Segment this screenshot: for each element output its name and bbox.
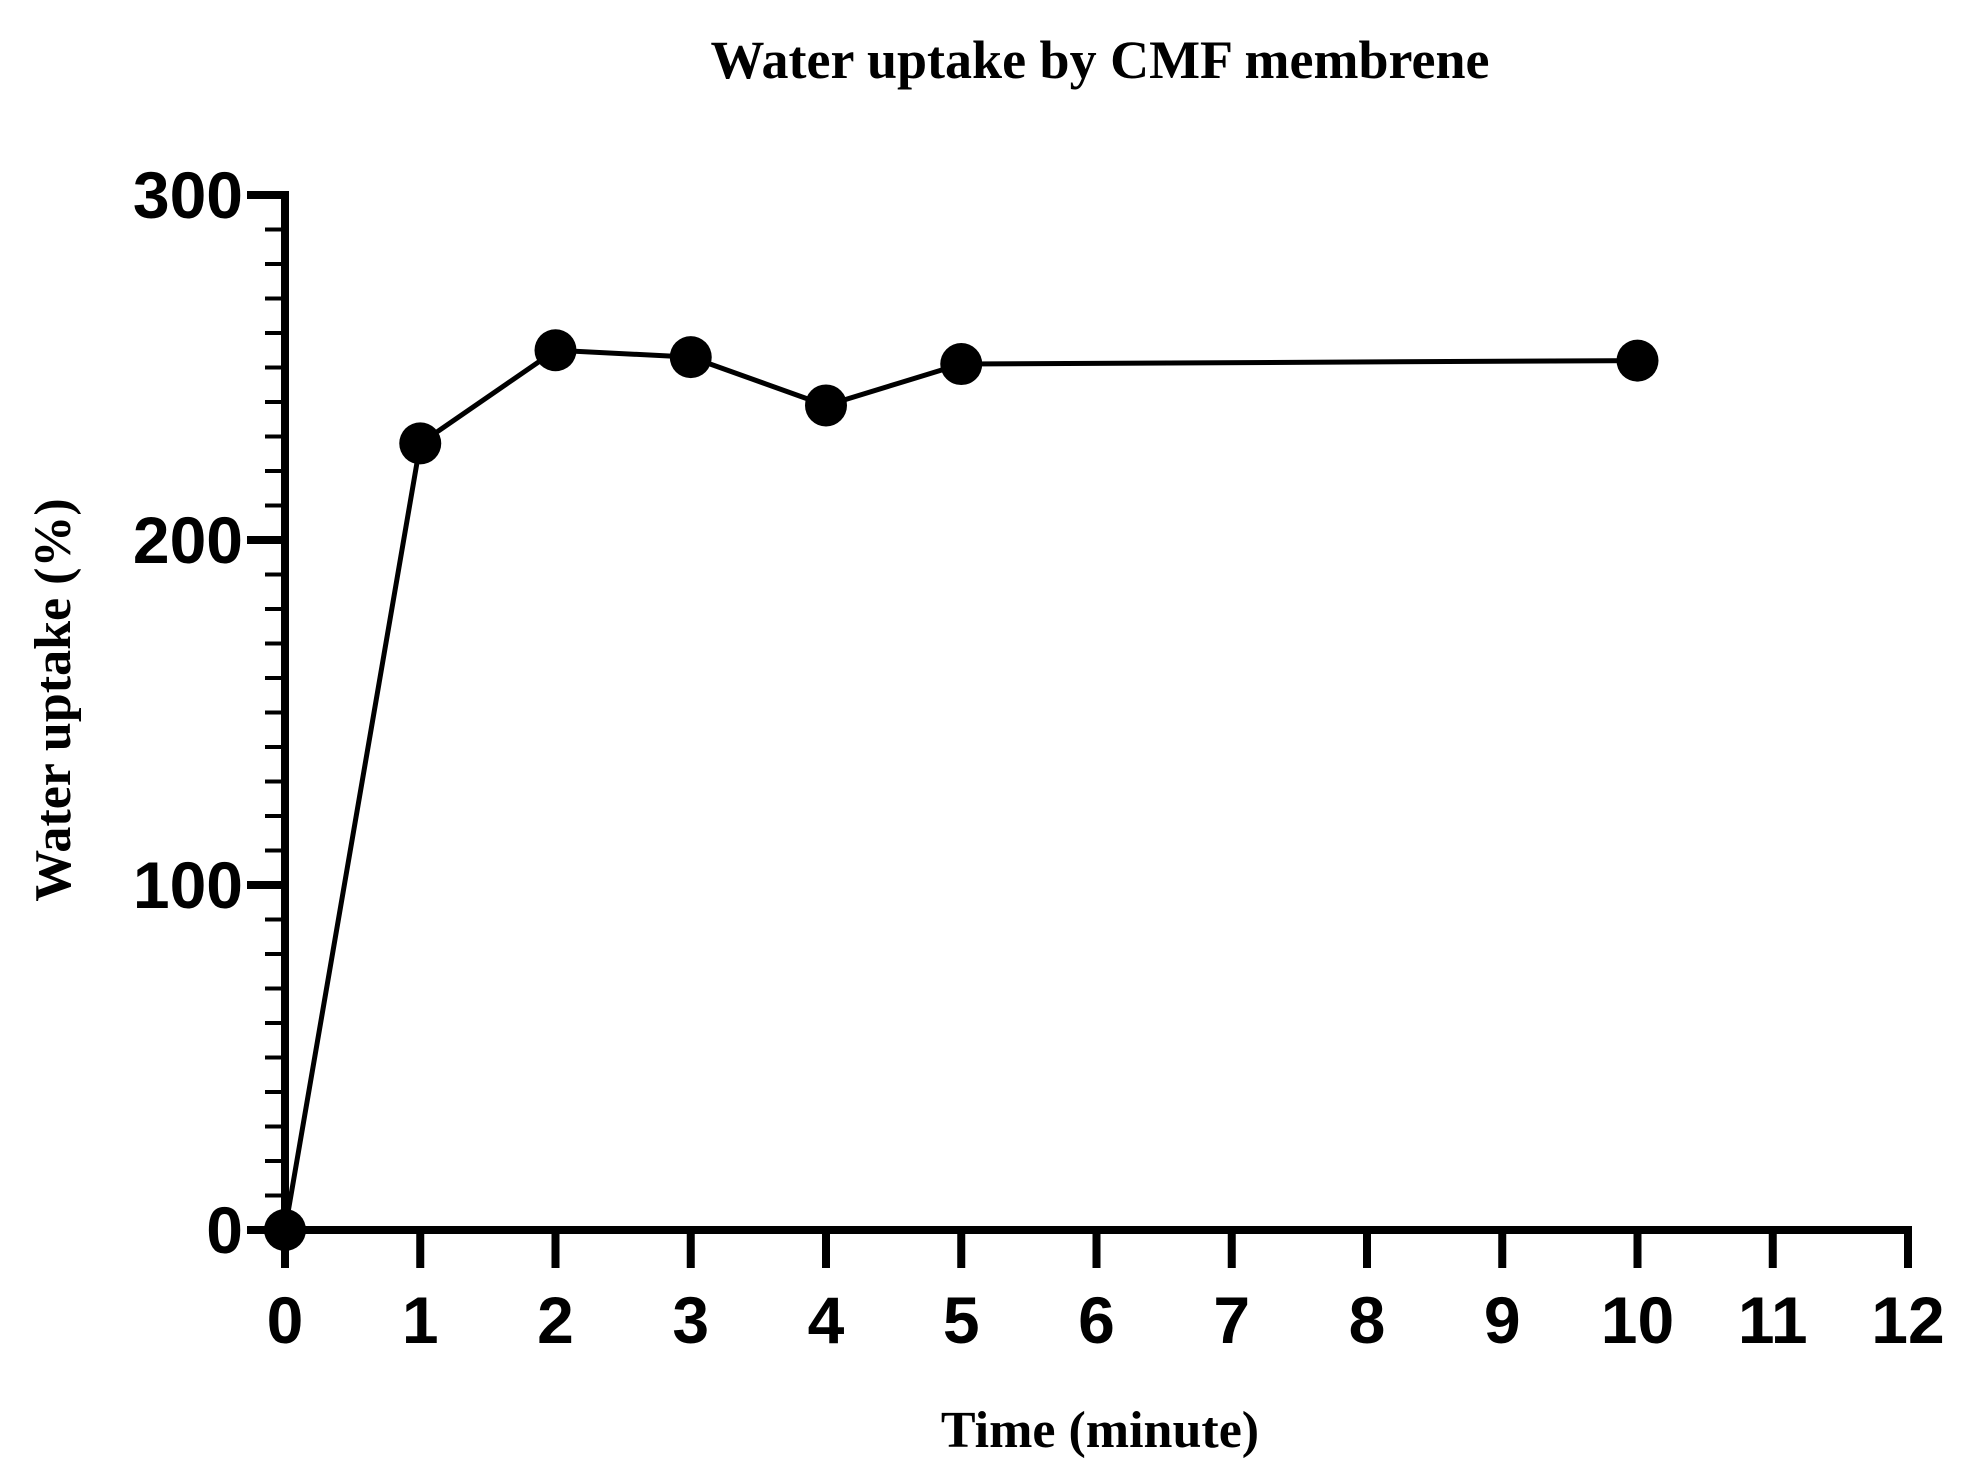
x-tick-label: 12 [1871, 1283, 1944, 1357]
y-tick-label: 0 [206, 1193, 243, 1267]
x-tick-label: 11 [1738, 1283, 1808, 1357]
y-tick-label: 200 [133, 503, 243, 577]
series-layer [264, 329, 1659, 1251]
data-point [1616, 339, 1659, 382]
y-tick-label: 300 [133, 158, 243, 232]
chart-title: Water uptake by CMF membrene [711, 30, 1490, 90]
x-tick-label: 8 [1349, 1283, 1386, 1357]
x-tick-label: 3 [672, 1283, 709, 1357]
data-point [399, 422, 442, 465]
x-tick-label: 1 [402, 1283, 439, 1357]
data-point [805, 384, 847, 427]
series-line [282, 347, 1638, 1231]
x-axis-title: Time (minute) [941, 1402, 1259, 1459]
x-tick-label: 6 [1078, 1283, 1115, 1357]
y-tick-label: 100 [133, 848, 243, 922]
data-point [534, 329, 577, 372]
y-axis-title: Water uptake (%) [25, 498, 82, 901]
data-point [940, 343, 983, 386]
x-tick-label: 2 [537, 1283, 574, 1357]
x-tick-label: 10 [1601, 1283, 1674, 1357]
x-tick-label: 4 [808, 1283, 845, 1357]
x-tick-label: 9 [1484, 1283, 1521, 1357]
x-tick-label: 0 [267, 1283, 304, 1357]
data-point [669, 336, 712, 379]
x-tick-label: 5 [943, 1283, 980, 1357]
x-tick-label: 7 [1213, 1283, 1250, 1357]
data-point [264, 1209, 306, 1251]
